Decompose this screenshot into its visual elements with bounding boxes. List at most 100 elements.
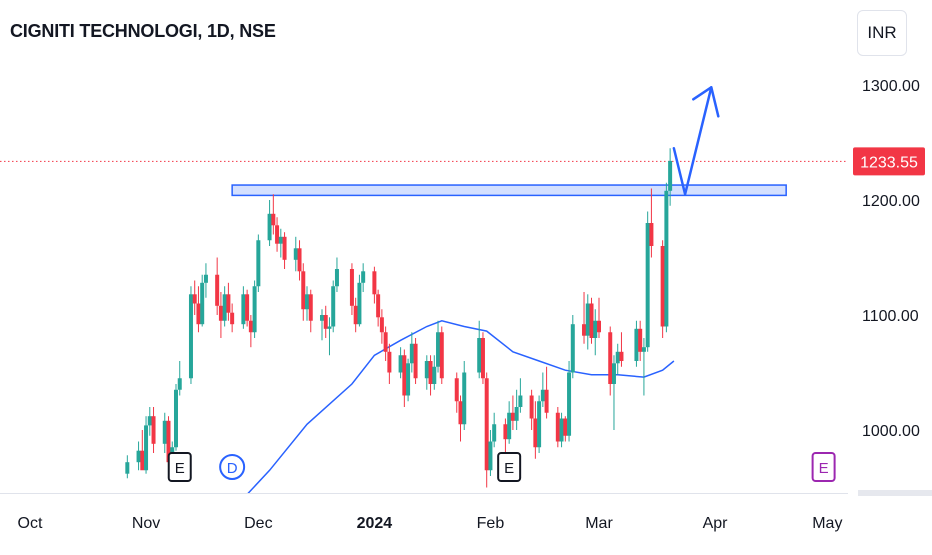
candle: [668, 148, 673, 206]
event-marker: [811, 452, 836, 482]
earnings-event[interactable]: E: [811, 452, 836, 482]
candle-body: [241, 294, 246, 325]
candle: [608, 326, 613, 396]
candle: [275, 217, 280, 252]
candle-body: [323, 315, 328, 329]
candle: [529, 389, 534, 430]
candle: [510, 395, 515, 430]
y-tick-label: 1300.00: [862, 78, 920, 95]
candle: [353, 297, 358, 333]
candle-body: [611, 363, 616, 384]
candle: [634, 320, 639, 367]
candle-body: [615, 351, 620, 364]
candle-body: [166, 420, 171, 463]
currency-button[interactable]: INR: [857, 10, 907, 56]
candle-body: [357, 282, 362, 325]
candle: [188, 286, 193, 384]
x-tick-label: Apr: [703, 515, 729, 532]
candle: [372, 266, 377, 304]
moving-average-line: [247, 320, 675, 493]
earnings-event[interactable]: E: [167, 452, 192, 482]
event-label: E: [819, 460, 829, 477]
earnings-event[interactable]: E: [497, 452, 522, 482]
candle-body: [409, 343, 414, 364]
candle-body: [638, 328, 643, 352]
projection-arrow[interactable]: [672, 86, 720, 196]
candle: [230, 303, 235, 333]
candle: [151, 407, 156, 453]
candle: [200, 274, 205, 327]
candle: [215, 257, 220, 315]
candle: [424, 355, 429, 390]
candle: [439, 326, 444, 384]
candle-body: [147, 416, 152, 426]
resistance-zone[interactable]: [231, 184, 787, 197]
candle-body: [514, 407, 519, 421]
candle-body: [439, 332, 444, 379]
projection-path[interactable]: [672, 86, 713, 196]
dividend-event[interactable]: D: [219, 454, 246, 480]
candle-body: [218, 305, 223, 321]
candle-body: [477, 338, 482, 373]
candle: [413, 338, 418, 384]
candle: [619, 332, 624, 367]
candle-body: [458, 401, 463, 425]
candle-body: [510, 412, 515, 421]
candle: [488, 430, 493, 476]
resistance-rectangle[interactable]: [231, 184, 787, 197]
candle-body: [248, 320, 253, 333]
candle: [293, 236, 298, 272]
candle: [458, 395, 463, 442]
candle: [379, 309, 384, 344]
candle-body: [136, 450, 141, 463]
candle: [436, 320, 441, 373]
candle: [267, 200, 272, 246]
candle: [226, 282, 231, 321]
candle: [196, 286, 201, 333]
candle-body: [297, 248, 302, 272]
symbol-title[interactable]: CIGNITI TECHNOLOGI, 1D, NSE: [10, 21, 276, 41]
y-tick-label: 1000.00: [862, 423, 920, 440]
price-axis[interactable]: 1300.00 1200.00 1100.00 1000.00: [858, 78, 932, 496]
candle: [507, 401, 512, 444]
candle-body: [334, 269, 339, 287]
candle: [492, 412, 497, 448]
candle: [334, 257, 339, 292]
arrow-head[interactable]: [692, 86, 720, 118]
candle-body: [668, 160, 673, 191]
price-scale-strip: [858, 490, 932, 496]
candle: [140, 430, 145, 471]
candle: [136, 441, 141, 471]
candle-body: [537, 401, 542, 448]
candle-body: [529, 395, 534, 419]
candle-body: [192, 294, 197, 304]
candle: [432, 355, 437, 390]
candle-body: [200, 282, 205, 325]
x-tick-label: Mar: [585, 515, 613, 532]
candle: [503, 418, 508, 453]
candle: [278, 228, 283, 258]
candle-body: [664, 190, 669, 327]
time-axis[interactable]: Oct Nov Dec 2024 Feb Mar Apr May: [0, 493, 848, 533]
candles: [125, 148, 673, 488]
candle-body: [151, 416, 156, 444]
candle: [664, 182, 669, 333]
candle-body: [484, 378, 489, 471]
candle-body: [488, 441, 493, 471]
candle: [514, 389, 519, 430]
candle-body: [413, 343, 418, 379]
candle: [144, 416, 149, 474]
last-price-label: 1233.55: [860, 154, 918, 171]
candle-body: [267, 213, 272, 241]
candle-body: [645, 223, 650, 348]
candle-body: [252, 286, 257, 333]
candle: [540, 372, 545, 407]
candle-body: [641, 347, 646, 352]
candle: [301, 263, 306, 321]
candle: [323, 305, 328, 338]
candle-body: [619, 351, 624, 361]
x-tick-label: 2024: [357, 515, 393, 532]
